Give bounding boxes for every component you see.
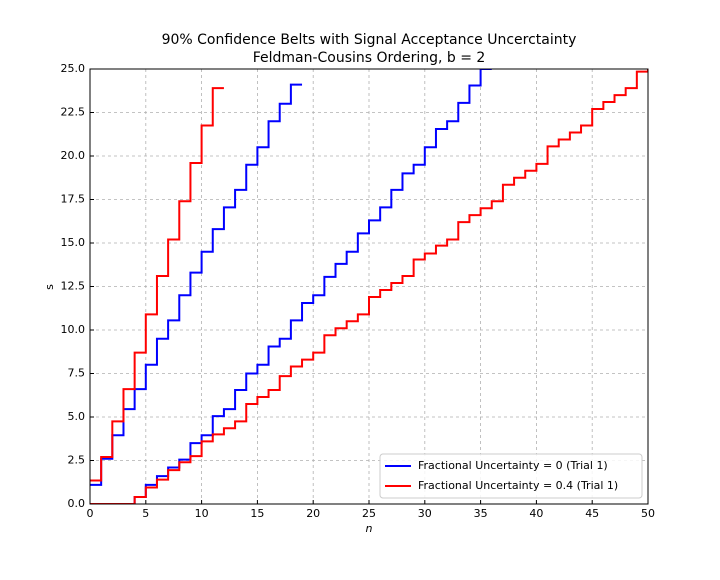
y-tick-label: 10.0 xyxy=(61,323,86,336)
belt-upper xyxy=(90,83,303,486)
chart-subtitle: Feldman-Cousins Ordering, b = 2 xyxy=(253,50,486,66)
x-tick-label: 45 xyxy=(585,507,599,520)
y-tick-label: 2.5 xyxy=(68,454,86,467)
x-tick-label: 40 xyxy=(529,507,543,520)
x-tick-label: 10 xyxy=(195,507,209,520)
chart-title: 90% Confidence Belts with Signal Accepta… xyxy=(162,32,577,48)
plot-lines xyxy=(90,69,648,504)
y-tick-label: 0.0 xyxy=(68,497,86,510)
y-tick-label: 7.5 xyxy=(68,367,86,380)
x-tick-label: 50 xyxy=(641,507,655,520)
y-tick-label: 20.0 xyxy=(61,149,86,162)
legend-label: Fractional Uncertainty = 0.4 (Trial 1) xyxy=(418,479,618,492)
belt-lower xyxy=(90,69,648,504)
x-tick-label: 30 xyxy=(418,507,432,520)
y-axis-label: s xyxy=(43,284,56,290)
y-tick-label: 17.5 xyxy=(61,193,86,206)
y-tick-label: 22.5 xyxy=(61,106,86,119)
x-tick-label: 20 xyxy=(306,507,320,520)
x-tick-label: 35 xyxy=(474,507,488,520)
y-tick-label: 12.5 xyxy=(61,280,86,293)
y-tick-label: 5.0 xyxy=(68,410,86,423)
legend-label: Fractional Uncertainty = 0 (Trial 1) xyxy=(418,459,608,472)
legend-box xyxy=(379,453,643,499)
x-tick-label: 25 xyxy=(362,507,376,520)
grid xyxy=(89,68,649,505)
legend: Fractional Uncertainty = 0 (Trial 1) Frac… xyxy=(379,453,643,499)
x-axis-label: n xyxy=(366,522,373,535)
x-tick-label: 15 xyxy=(250,507,264,520)
belt-upper xyxy=(90,87,224,482)
x-tick-label: 5 xyxy=(142,507,149,520)
belt-lower xyxy=(90,69,492,504)
x-tick-label: 0 xyxy=(87,507,94,520)
y-tick-label: 15.0 xyxy=(61,236,86,249)
y-tick-label: 25.0 xyxy=(61,62,86,75)
